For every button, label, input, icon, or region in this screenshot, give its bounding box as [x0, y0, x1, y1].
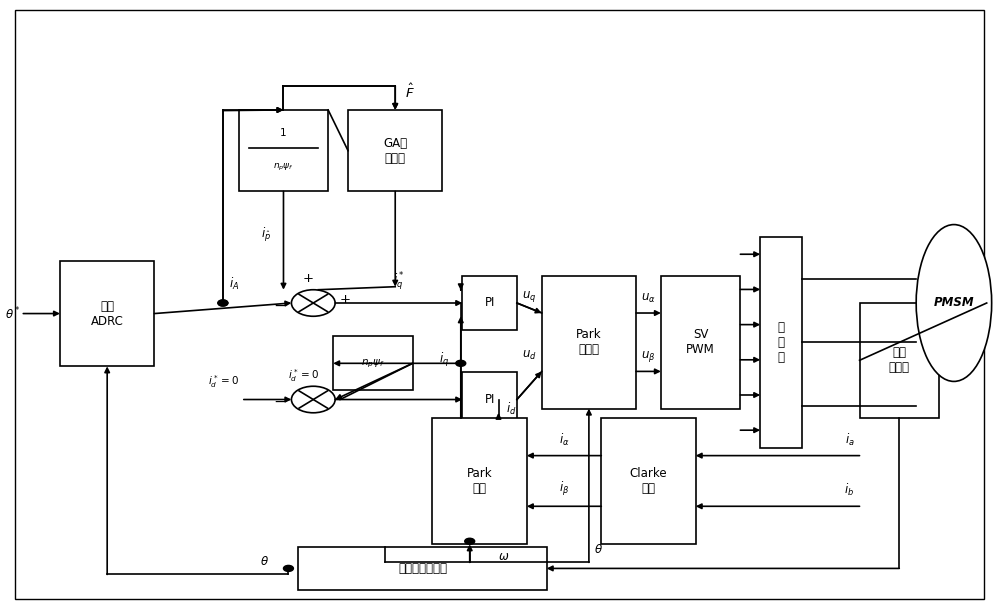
- Text: 二阶
ADRC: 二阶 ADRC: [91, 299, 124, 328]
- Text: PMSM: PMSM: [934, 296, 974, 310]
- Text: $i_a$: $i_a$: [845, 431, 855, 448]
- Text: 逆
变
器: 逆 变 器: [778, 321, 785, 364]
- Text: PI: PI: [484, 393, 495, 406]
- Circle shape: [456, 361, 466, 367]
- Text: −: −: [273, 395, 286, 410]
- Circle shape: [291, 386, 335, 413]
- Text: $\theta^*$: $\theta^*$: [5, 305, 20, 322]
- Text: $u_\alpha$: $u_\alpha$: [641, 292, 656, 305]
- Bar: [601, 418, 696, 544]
- Bar: [860, 303, 939, 418]
- Text: $n_p\psi_f$: $n_p\psi_f$: [273, 162, 294, 173]
- Text: $i_d^*=0$: $i_d^*=0$: [288, 368, 319, 384]
- Text: Clarke
变换: Clarke 变换: [630, 467, 667, 495]
- Text: GA摩
擦辨识: GA摩 擦辨识: [383, 137, 407, 165]
- Circle shape: [291, 290, 335, 316]
- Text: $i_d^*=0$: $i_d^*=0$: [208, 374, 239, 390]
- Text: $i_d$: $i_d$: [506, 401, 517, 416]
- Text: $i_\beta$: $i_\beta$: [559, 481, 569, 499]
- Bar: [760, 237, 802, 448]
- Text: $\theta$: $\theta$: [260, 556, 269, 568]
- Text: Park
逆变换: Park 逆变换: [576, 328, 602, 356]
- Text: $i_q$: $i_q$: [439, 351, 449, 369]
- Bar: [432, 418, 527, 544]
- Text: $i_A$: $i_A$: [229, 276, 239, 292]
- Circle shape: [465, 538, 475, 544]
- Text: $u_q$: $u_q$: [522, 289, 536, 304]
- Text: $i_q^*$: $i_q^*$: [393, 270, 405, 292]
- Bar: [239, 110, 328, 191]
- Ellipse shape: [916, 225, 992, 381]
- Bar: [348, 110, 442, 191]
- Text: $\theta$: $\theta$: [594, 544, 603, 556]
- Text: $u_d$: $u_d$: [522, 349, 537, 362]
- Text: +: +: [340, 293, 351, 307]
- Bar: [462, 372, 517, 427]
- Text: +: +: [303, 272, 314, 285]
- Bar: [542, 276, 636, 408]
- Text: $i_{\hat{p}}$: $i_{\hat{p}}$: [261, 226, 272, 244]
- Circle shape: [218, 300, 228, 306]
- Text: Park
变换: Park 变换: [467, 467, 492, 495]
- Text: 光电
编码器: 光电 编码器: [889, 346, 910, 375]
- Text: $n_p\psi_f$: $n_p\psi_f$: [361, 357, 385, 370]
- Bar: [298, 547, 547, 590]
- Bar: [462, 276, 517, 330]
- Text: $u_\beta$: $u_\beta$: [641, 348, 656, 364]
- Text: PI: PI: [484, 296, 495, 310]
- Text: −: −: [273, 299, 286, 313]
- Circle shape: [218, 300, 228, 306]
- Text: 速度与角度计算: 速度与角度计算: [398, 562, 447, 575]
- Bar: [661, 276, 740, 408]
- Circle shape: [283, 565, 293, 571]
- Text: $i_b$: $i_b$: [844, 482, 855, 499]
- Text: $i_\alpha$: $i_\alpha$: [559, 431, 569, 448]
- Text: $\hat{F}$: $\hat{F}$: [405, 83, 415, 101]
- Text: 1: 1: [280, 128, 287, 138]
- Bar: [333, 336, 413, 390]
- Bar: [60, 261, 154, 367]
- Text: $\omega$: $\omega$: [498, 550, 509, 564]
- Text: SV
PWM: SV PWM: [686, 328, 715, 356]
